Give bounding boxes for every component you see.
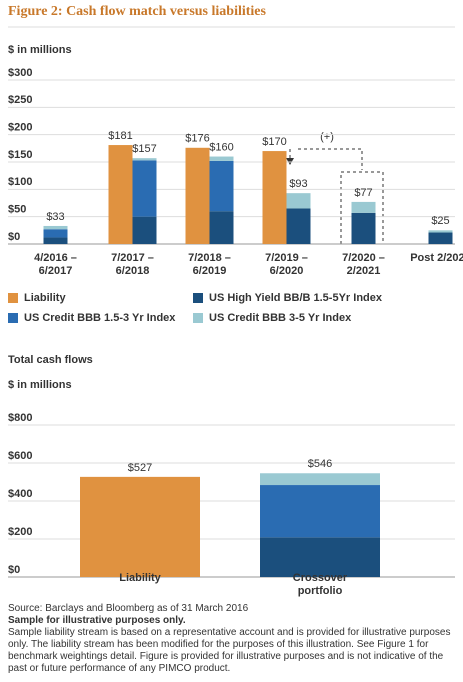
value-label: $546	[308, 458, 332, 470]
value-label: $181	[108, 130, 132, 142]
value-label: $160	[209, 141, 233, 153]
bar	[286, 208, 311, 244]
y-tick-label: $0	[8, 564, 20, 576]
legend-swatch	[193, 313, 203, 323]
y-axis-label: $ in millions	[8, 379, 72, 391]
value-label: $93	[289, 178, 307, 190]
value-label: $176	[185, 133, 209, 145]
legend-swatch	[8, 313, 18, 323]
value-label: $157	[132, 143, 156, 155]
bar	[132, 158, 157, 161]
bar	[351, 201, 376, 213]
x-tick-label: 7/2017 – 6/2018	[111, 252, 154, 277]
y-tick-label: $0	[8, 231, 20, 243]
legend-swatch	[193, 293, 203, 303]
bar	[43, 237, 68, 244]
annotation-connector	[298, 148, 363, 170]
y-tick-label: $300	[8, 67, 32, 79]
legend-swatch	[8, 293, 18, 303]
y-tick-label: $150	[8, 149, 32, 161]
bar	[43, 225, 68, 230]
bar	[209, 211, 234, 244]
bar	[209, 156, 234, 161]
y-tick-label: $250	[8, 94, 32, 106]
bar	[260, 473, 380, 486]
legend-label: Liability	[24, 292, 66, 304]
x-tick-label: 7/2018 – 6/2019	[188, 252, 231, 277]
footer: Source: Barclays and Bloomberg as of 31 …	[8, 603, 458, 675]
value-label: $170	[262, 136, 286, 148]
y-tick-label: $200	[8, 122, 32, 134]
y-tick-label: $800	[8, 412, 32, 424]
legend-label: US Credit BBB 3-5 Yr Index	[209, 312, 352, 324]
annotation: (+)	[320, 131, 334, 143]
bar	[260, 485, 380, 538]
x-tick-label: Post 2/2021	[410, 252, 463, 264]
y-tick-label: $200	[8, 526, 32, 538]
x-tick-label: Crossover portfolio	[292, 572, 348, 597]
chart-title: Total cash flows	[8, 354, 93, 366]
y-tick-label: $400	[8, 488, 32, 500]
bar	[132, 216, 157, 244]
bar	[428, 230, 453, 233]
bar	[351, 212, 376, 244]
x-tick-label: 7/2020 – 2/2021	[342, 252, 385, 277]
x-tick-label: 7/2019 – 6/2020	[265, 252, 308, 277]
y-axis-label: $ in millions	[8, 44, 72, 56]
bar	[428, 232, 453, 244]
y-tick-label: $100	[8, 176, 32, 188]
source: Source: Barclays and Bloomberg as of 31 …	[8, 603, 249, 614]
bar	[185, 147, 210, 244]
y-tick-label: $50	[8, 204, 26, 216]
bar	[108, 145, 133, 244]
value-label: $77	[354, 187, 372, 199]
legend-label: US Credit BBB 1.5-3 Yr Index	[24, 312, 176, 324]
bar	[286, 193, 311, 209]
note: Sample for illustrative purposes only.	[8, 615, 186, 626]
x-tick-label: Liability	[119, 572, 161, 584]
value-label: $527	[128, 462, 152, 474]
disclaimer: Sample liability stream is based on a re…	[8, 627, 451, 674]
value-label: $33	[46, 211, 64, 223]
bar	[43, 229, 68, 238]
bar	[80, 476, 200, 577]
bar	[262, 151, 287, 244]
legend-label: US High Yield BB/B 1.5-5Yr Index	[209, 292, 383, 304]
bar	[209, 160, 234, 212]
bar	[260, 537, 380, 577]
figure-title: Figure 2: Cash flow match versus liabili…	[8, 4, 267, 19]
x-tick-label: 4/2016 – 6/2017	[34, 252, 77, 277]
bar	[132, 160, 157, 217]
y-tick-label: $600	[8, 450, 32, 462]
value-label: $25	[431, 215, 449, 227]
